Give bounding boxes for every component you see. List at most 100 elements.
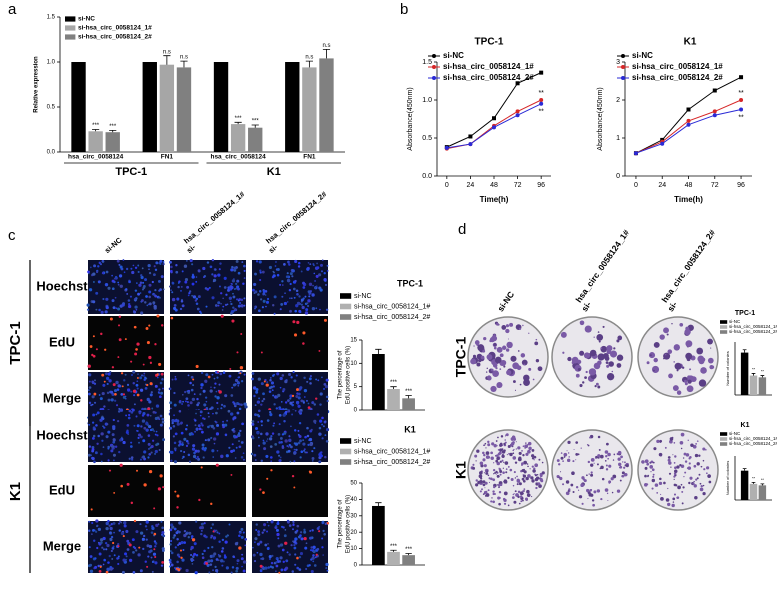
nucleus: [113, 554, 116, 557]
nucleus: [151, 280, 154, 284]
colony: [521, 477, 525, 481]
nucleus: [308, 536, 313, 540]
nucleus: [191, 282, 195, 286]
nucleus: [270, 520, 274, 524]
nucleus: [93, 401, 97, 404]
colony: [475, 483, 479, 487]
y-axis-label: Relative expression: [34, 56, 40, 113]
legend-marker: [432, 65, 436, 69]
nucleus: [307, 443, 310, 446]
nucleus: [180, 421, 183, 425]
colony: [502, 471, 505, 474]
nucleus: [257, 436, 260, 439]
nucleus: [107, 398, 111, 402]
nucleus: [152, 273, 156, 277]
colony: [475, 479, 478, 482]
nucleus: [224, 394, 228, 398]
colony: [507, 466, 510, 468]
nucleus: [243, 402, 247, 406]
x-tick-label: hsa_circ_0058124: [210, 154, 266, 161]
nucleus: [293, 429, 297, 432]
nucleus: [157, 279, 161, 283]
colony: [648, 352, 656, 359]
nucleus: [177, 544, 180, 547]
nucleus: [107, 445, 110, 449]
nucleus: [269, 456, 273, 459]
nucleus: [132, 382, 135, 385]
nucleus: [87, 270, 90, 274]
nucleus: [233, 416, 237, 420]
nucleus: [175, 531, 179, 535]
nucleus: [139, 292, 142, 294]
edu-dot: [210, 502, 213, 506]
nucleus: [324, 420, 327, 423]
nucleus: [324, 283, 328, 287]
edu-dot: [174, 490, 177, 493]
nucleus: [158, 262, 161, 265]
colony: [672, 385, 679, 392]
edu-dot: [302, 342, 305, 345]
nucleus: [286, 551, 289, 554]
nucleus: [183, 437, 187, 441]
nucleus: [298, 421, 302, 425]
nucleus: [148, 550, 152, 554]
colony: [518, 482, 522, 486]
nucleus: [93, 428, 96, 431]
nucleus: [111, 392, 115, 397]
nucleus: [251, 436, 255, 440]
nucleus: [113, 277, 116, 280]
nucleus: [136, 424, 140, 428]
nucleus: [215, 411, 218, 415]
colony: [609, 350, 618, 358]
nucleus: [210, 536, 212, 539]
colony: [589, 349, 597, 357]
nucleus: [217, 407, 219, 410]
nucleus: [287, 261, 290, 264]
colony: [493, 485, 496, 489]
nucleus: [91, 395, 95, 399]
marker: [739, 107, 744, 112]
colony: [617, 457, 621, 461]
x-tick-label: hsa_circ_0058124: [68, 154, 124, 161]
colony: [605, 464, 608, 467]
nucleus: [171, 421, 174, 425]
nucleus: [147, 424, 150, 427]
nucleus: [126, 388, 131, 392]
colony: [493, 346, 497, 350]
marker: [660, 141, 665, 146]
colony: [575, 441, 579, 444]
nucleus: [141, 456, 144, 459]
colony: [683, 476, 685, 478]
nucleus: [221, 564, 224, 567]
micrograph: [168, 409, 246, 464]
colony: [532, 378, 535, 381]
colony: [473, 345, 475, 347]
nucleus: [258, 444, 261, 447]
colony: [664, 353, 667, 356]
edu-dot: [259, 564, 263, 568]
nucleus: [276, 372, 280, 376]
nucleus: [269, 410, 272, 414]
nucleus: [169, 260, 172, 264]
nucleus: [303, 448, 306, 451]
colony: [496, 484, 499, 486]
nucleus: [273, 295, 277, 299]
colony: [580, 447, 582, 449]
row-label: EdU: [49, 334, 75, 349]
nucleus: [102, 425, 104, 428]
colony: [680, 447, 683, 450]
colony: [622, 461, 624, 463]
colony: [505, 348, 510, 352]
nucleus: [134, 305, 138, 309]
colony: [526, 463, 529, 465]
colony: [676, 496, 680, 499]
nucleus: [123, 271, 126, 274]
nucleus: [255, 523, 258, 526]
colony: [482, 483, 486, 487]
nucleus: [234, 457, 237, 459]
nucleus: [116, 259, 120, 263]
colony: [656, 491, 659, 494]
nucleus: [137, 292, 141, 296]
nucleus: [235, 569, 239, 573]
